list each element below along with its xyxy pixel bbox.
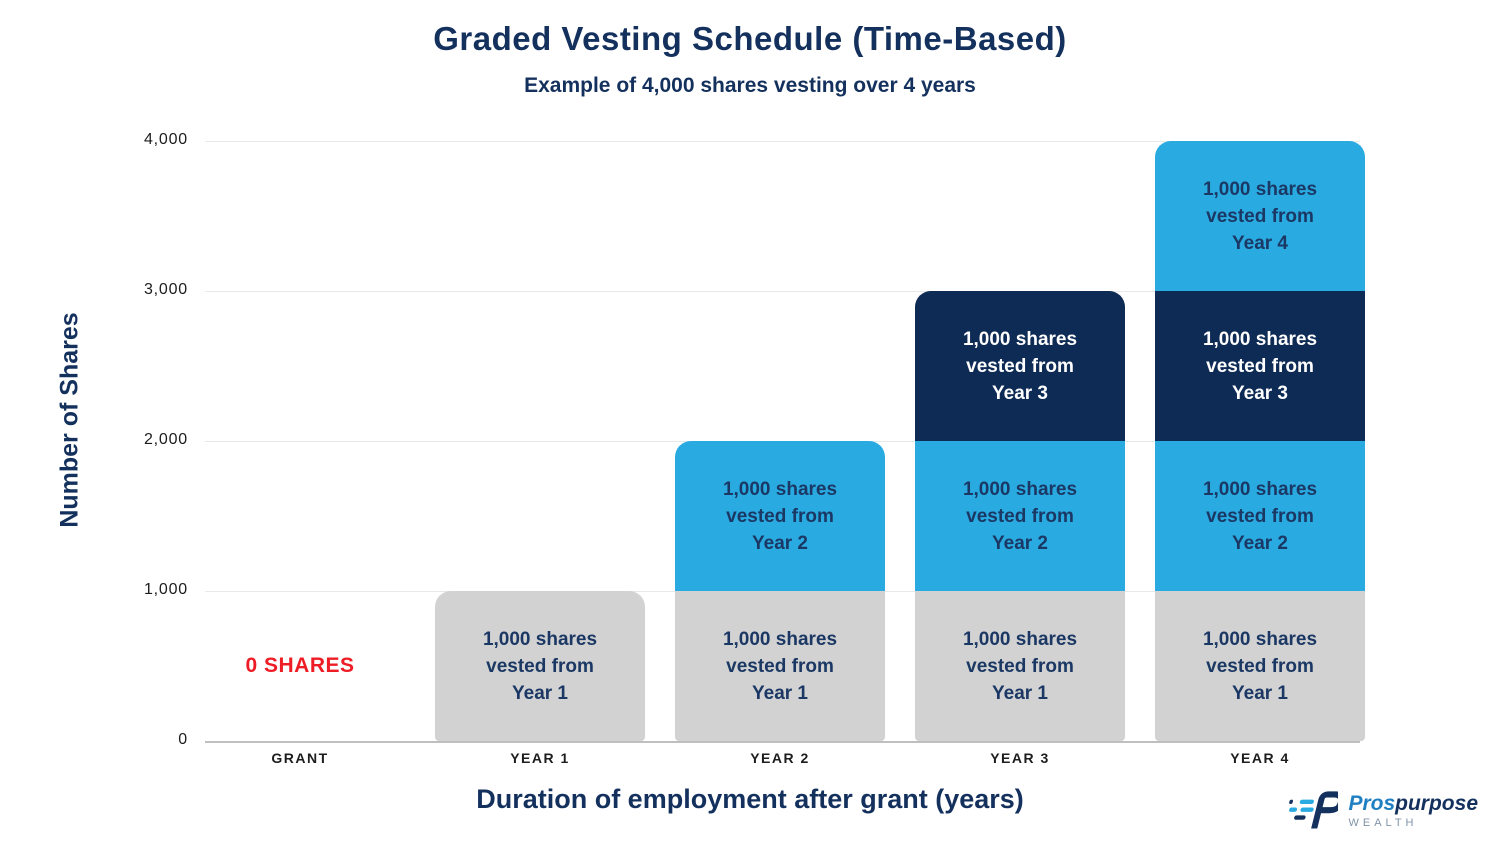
brand-name-secondary: purpose bbox=[1395, 792, 1478, 815]
chart-subtitle: Example of 4,000 shares vesting over 4 y… bbox=[524, 74, 976, 97]
brand-name: Prospurpose bbox=[1348, 793, 1478, 815]
x-axis-category-label: YEAR 4 bbox=[1230, 750, 1290, 766]
bar-segment: 1,000 shares vested from Year 1 bbox=[915, 591, 1125, 741]
y-axis-title: Number of Shares bbox=[55, 312, 84, 528]
y-axis-tick-label: 2,000 bbox=[143, 431, 188, 448]
brand-name-primary: Pros bbox=[1348, 792, 1396, 815]
bar-segment: 1,000 shares vested from Year 2 bbox=[1155, 441, 1365, 591]
brand-text: Prospurpose WEALTH bbox=[1348, 793, 1478, 830]
y-axis-tick-label: 1,000 bbox=[143, 581, 188, 598]
y-axis-tick-label: 4,000 bbox=[143, 131, 188, 148]
y-axis-tick-label: 3,000 bbox=[143, 281, 188, 298]
bar-segment: 1,000 shares vested from Year 2 bbox=[915, 441, 1125, 591]
bar-segment: 1,000 shares vested from Year 3 bbox=[915, 291, 1125, 441]
brand-tagline: WEALTH bbox=[1348, 817, 1418, 829]
bar-segment: 1,000 shares vested from Year 3 bbox=[1155, 291, 1365, 441]
x-axis-category-label: YEAR 2 bbox=[750, 750, 810, 766]
y-axis-tick-label: 0 bbox=[178, 731, 188, 748]
gridline bbox=[205, 291, 1360, 292]
bar-segment: 1,000 shares vested from Year 1 bbox=[1155, 591, 1365, 741]
brand-logo: Prospurpose WEALTH bbox=[1282, 788, 1478, 834]
x-axis-title: Duration of employment after grant (year… bbox=[476, 784, 1024, 814]
x-axis-baseline bbox=[205, 741, 1360, 743]
bar-segment: 1,000 shares vested from Year 2 bbox=[675, 441, 885, 591]
x-axis-category-label: GRANT bbox=[271, 750, 329, 766]
zero-shares-annotation: 0 SHARES bbox=[245, 654, 355, 677]
x-axis-category-label: YEAR 1 bbox=[510, 750, 570, 766]
bar-segment: 1,000 shares vested from Year 1 bbox=[435, 591, 645, 741]
chart-title: Graded Vesting Schedule (Time-Based) bbox=[433, 20, 1067, 57]
bar-segment: 1,000 shares vested from Year 1 bbox=[675, 591, 885, 741]
prospurpose-logo-icon bbox=[1289, 791, 1339, 829]
x-axis-category-label: YEAR 3 bbox=[990, 750, 1050, 766]
gridline bbox=[205, 141, 1360, 142]
bar-segment: 1,000 shares vested from Year 4 bbox=[1155, 141, 1365, 291]
